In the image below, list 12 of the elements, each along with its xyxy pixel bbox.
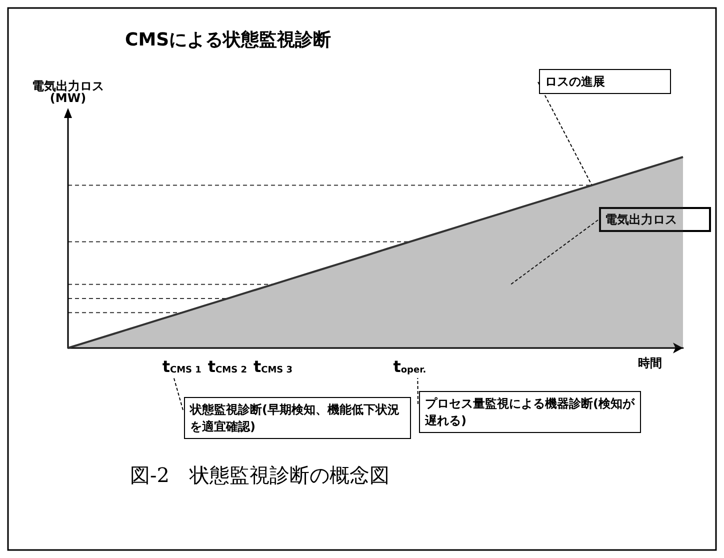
x-tick-label: tCMS 1 [162,357,202,376]
chart-title: CMSによる状態監視診断 [125,30,332,50]
x-tick-label: tCMS 2 [208,357,247,376]
y-axis-title: 電気出力ロス (MW) [32,79,104,105]
annotation: 電気出力ロス [605,212,677,226]
x-tick-label: tCMS 3 [253,357,293,376]
x-tick-label: toper. [393,357,426,376]
text: ロスの進展 [545,74,605,88]
text: プロセス量監視による機器診断(検知が遅れる) [424,396,636,428]
text: 状態監視診断(早期検知、機能低下状況を適宜確認) [189,402,400,434]
x-axis-title: 時間 [638,356,662,370]
text: 図-2 状態監視診断の概念図 [130,463,390,487]
